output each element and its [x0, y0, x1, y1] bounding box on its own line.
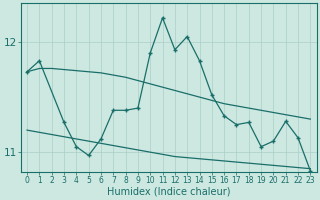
X-axis label: Humidex (Indice chaleur): Humidex (Indice chaleur) [107, 187, 230, 197]
